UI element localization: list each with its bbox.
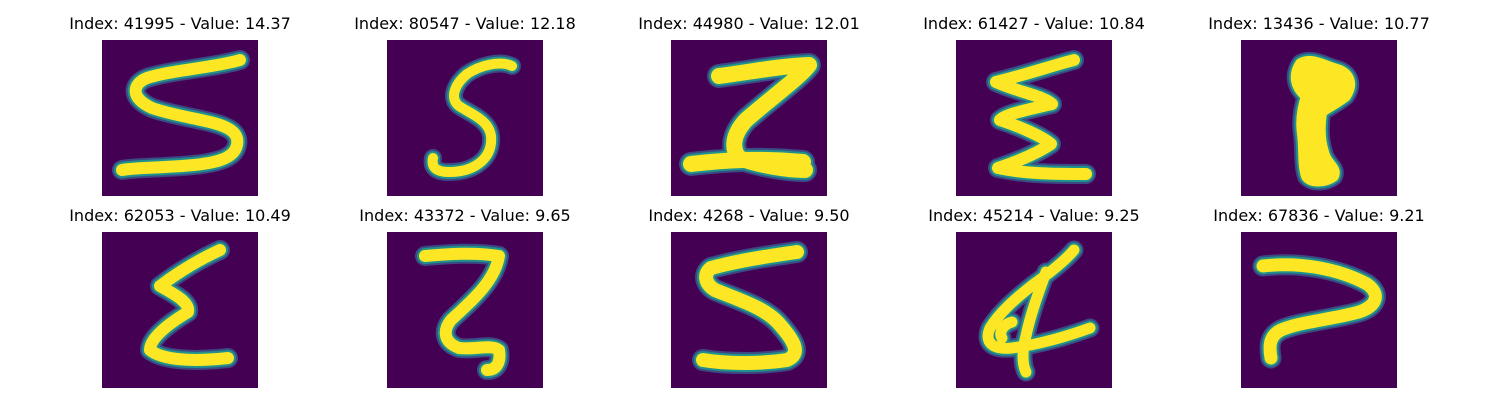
image-panel: Index: 13436 - Value: 10.77 [1169,13,1469,203]
image-panel: Index: 4268 - Value: 9.50 [599,205,899,395]
panel-title: Index: 67836 - Value: 9.21 [1213,206,1425,225]
digit-stroke [1290,55,1356,187]
digit-image [956,232,1112,388]
digit-strokes [679,53,821,182]
digit-stroke [427,58,517,177]
digit-image [387,40,543,196]
digit-strokes [112,50,250,180]
digit-stroke [696,245,804,370]
digit-strokes [986,50,1096,184]
digit-stroke [1017,266,1052,378]
panel-title: Index: 43372 - Value: 9.65 [359,206,571,225]
digit-image [671,232,827,388]
digit-image [1241,232,1397,388]
digit-strokes [1286,51,1360,191]
digit-stroke [1256,258,1382,365]
digit-strokes [415,243,510,380]
digit-stroke [116,54,246,176]
digit-strokes [423,54,521,181]
digit-strokes [140,240,238,370]
panel-title: Index: 13436 - Value: 10.77 [1208,14,1430,33]
image-panel: Index: 44980 - Value: 12.01 [599,13,899,203]
panel-title: Index: 61427 - Value: 10.84 [923,14,1145,33]
digit-stroke [419,247,506,376]
digit-stroke [683,151,811,172]
digit-image [956,40,1112,196]
panel-title: Index: 4268 - Value: 9.50 [648,206,850,225]
digit-image [102,232,258,388]
digit-image [1241,40,1397,196]
image-panel: Index: 61427 - Value: 10.84 [884,13,1184,203]
panel-title: Index: 41995 - Value: 14.37 [69,14,291,33]
panel-title: Index: 45214 - Value: 9.25 [928,206,1140,225]
digit-strokes [978,240,1100,382]
digit-image [387,232,543,388]
digit-stroke [990,54,1092,180]
digit-image [671,40,827,196]
panel-title: Index: 80547 - Value: 12.18 [354,14,576,33]
panel-title: Index: 62053 - Value: 10.49 [69,206,291,225]
digit-stroke [144,244,234,366]
digit-image [102,40,258,196]
digit-strokes [1252,254,1386,369]
image-panel: Index: 67836 - Value: 9.21 [1169,205,1469,395]
digit-strokes [692,241,808,374]
image-panel: Index: 62053 - Value: 10.49 [30,205,330,395]
panel-title: Index: 44980 - Value: 12.01 [638,14,860,33]
image-panel: Index: 41995 - Value: 14.37 [30,13,330,203]
image-panel: Index: 43372 - Value: 9.65 [315,205,615,395]
image-panel: Index: 80547 - Value: 12.18 [315,13,615,203]
image-panel: Index: 45214 - Value: 9.25 [884,205,1184,395]
digit-stroke [995,316,1018,344]
